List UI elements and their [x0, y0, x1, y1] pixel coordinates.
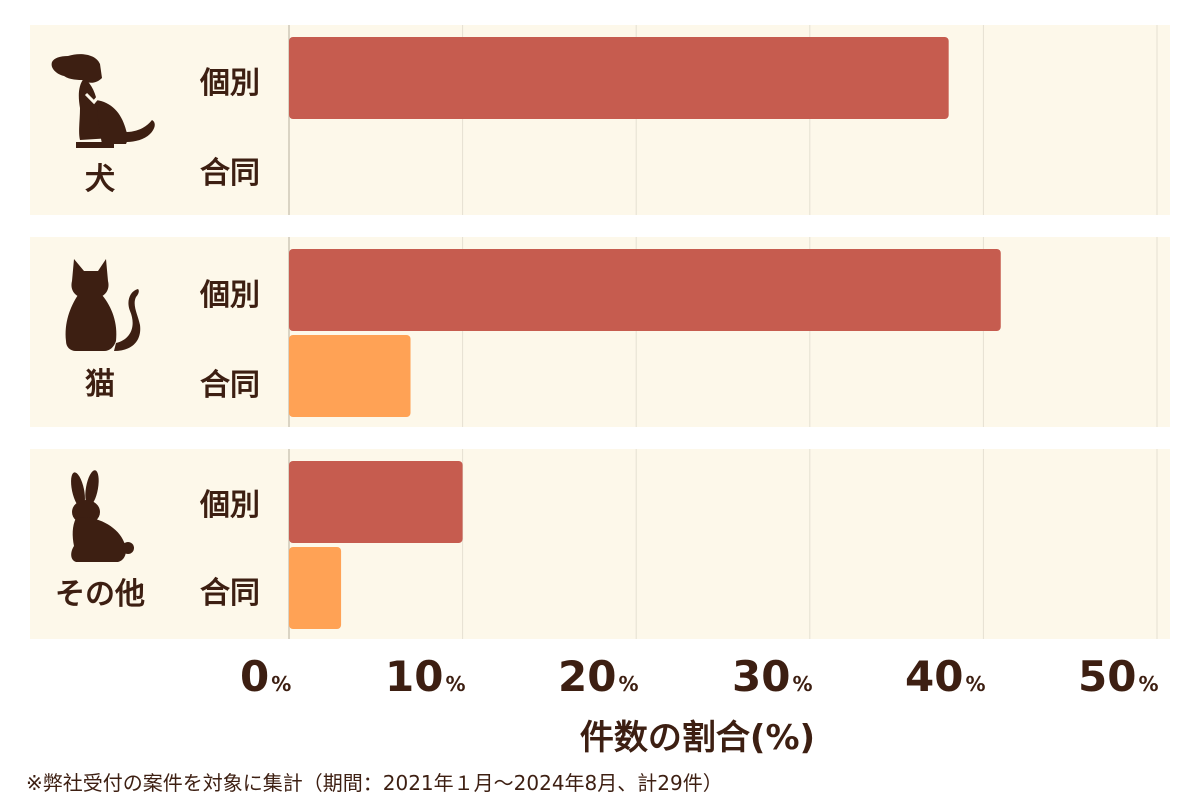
- group-label-dog: 犬: [85, 162, 115, 197]
- group-band-other: [30, 449, 1170, 639]
- dog-icon: [51, 54, 155, 148]
- bar-cat-individual: [289, 249, 1001, 331]
- x-tick-10: 10%: [385, 652, 466, 701]
- group-dog: 犬: [40, 50, 160, 198]
- group-label-cat: 猫: [85, 367, 115, 402]
- bar-other-individual: [289, 461, 463, 543]
- x-axis-label: 件数の割合(%): [579, 718, 816, 758]
- x-tick-50: 50%: [1078, 652, 1159, 701]
- bar-other-joint: [289, 547, 342, 629]
- row-label-dog-joint: 合同: [200, 156, 260, 191]
- group-label-other: その他: [55, 577, 145, 612]
- x-tick-0: 0%: [240, 652, 292, 701]
- row-label-other-individual: 個別: [200, 488, 260, 523]
- rabbit-icon: [71, 470, 134, 562]
- row-label-cat-joint: 合同: [200, 368, 260, 403]
- x-tick-30: 30%: [732, 652, 813, 701]
- row-label-other-joint: 合同: [200, 576, 260, 611]
- x-tick-20: 20%: [558, 652, 639, 701]
- group-other: その他: [40, 470, 160, 613]
- footnote: ※弊社受付の案件を対象に集計（期間：2021年１月〜2024年8月、計29件）: [26, 771, 723, 795]
- cat-icon: [65, 259, 141, 351]
- row-label-cat-individual: 個別: [200, 278, 260, 313]
- bar-dog-individual: [289, 37, 949, 119]
- group-cat: 猫: [40, 255, 160, 403]
- bar-cat-joint: [289, 335, 411, 417]
- row-label-dog-individual: 個別: [200, 66, 260, 101]
- x-tick-40: 40%: [905, 652, 986, 701]
